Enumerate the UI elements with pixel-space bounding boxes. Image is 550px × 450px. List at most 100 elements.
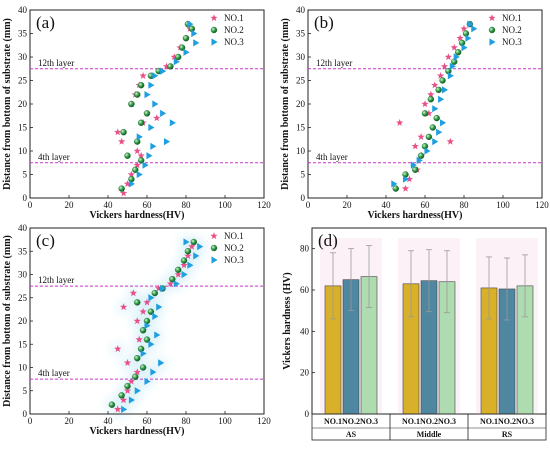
data-point-no1 <box>425 109 433 117</box>
data-point-no2 <box>429 124 436 131</box>
layer-label-4th: 4th layer <box>38 152 70 162</box>
data-point-no2 <box>128 100 135 108</box>
data-point-no3 <box>150 368 157 376</box>
data-point-no2 <box>174 266 182 274</box>
data-point-no1 <box>123 386 132 394</box>
data-point-no3 <box>140 349 147 358</box>
y-tick-label: 5 <box>23 386 28 396</box>
x-tick-label: 20 <box>65 200 75 210</box>
data-point-no3 <box>148 123 155 132</box>
category-label: NO.3 <box>516 417 534 426</box>
panel-tag: (d) <box>318 231 338 250</box>
data-point-no2 <box>137 81 145 89</box>
data-point-no1 <box>119 303 128 311</box>
y-tick-label: 20 <box>18 99 28 109</box>
data-point-no2 <box>137 119 145 127</box>
legend-label: NO.3 <box>224 255 244 265</box>
category-table <box>311 413 547 441</box>
y-tick-label: 60 <box>300 285 310 295</box>
group-label: AS <box>346 430 357 439</box>
x-tick-label: 80 <box>182 200 192 210</box>
data-point-no1 <box>460 25 468 32</box>
category-label: NO.2 <box>420 417 438 426</box>
data-point-no3 <box>144 91 151 99</box>
x-tick-label: 120 <box>257 200 271 210</box>
legend-marker <box>211 256 218 264</box>
data-point-no1 <box>440 62 449 70</box>
data-point-no1 <box>174 270 182 278</box>
data-point-no3 <box>158 359 165 367</box>
category-label: NO.2 <box>498 417 516 426</box>
x-tick-label: 120 <box>257 416 271 426</box>
data-point-no1 <box>155 284 163 292</box>
panel-tag: (c) <box>36 231 55 250</box>
data-point-no1 <box>184 252 192 259</box>
x-tick-label: 80 <box>182 416 192 426</box>
data-point-no2 <box>124 152 131 159</box>
data-point-no1 <box>421 100 429 108</box>
y-tick-label: 80 <box>300 244 310 254</box>
data-point-no3 <box>461 44 468 52</box>
data-point-no1 <box>411 142 419 150</box>
data-point-no3 <box>160 67 167 75</box>
data-point-no3 <box>134 387 141 395</box>
y-tick-label: 0 <box>305 409 310 419</box>
data-point-no1 <box>139 72 147 79</box>
x-tick-label: 0 <box>28 200 33 210</box>
data-point-no2 <box>139 364 147 371</box>
data-point-no1 <box>118 137 126 145</box>
data-point-no1 <box>119 396 128 404</box>
data-point-no3 <box>471 25 478 33</box>
data-point-no3 <box>449 62 456 70</box>
group-label: Middle <box>417 430 442 439</box>
y-tick-label: 0 <box>301 193 306 203</box>
panel-tag: (b) <box>314 13 334 32</box>
data-point-no2 <box>439 77 446 84</box>
data-point-no3 <box>144 322 151 330</box>
x-axis-label: Vickers hardness(HV) <box>368 210 463 221</box>
data-point-no1 <box>143 298 151 306</box>
data-point-no1 <box>427 90 435 98</box>
data-point-no3 <box>432 138 439 146</box>
x-tick-label: 100 <box>218 416 232 426</box>
data-point-no3 <box>402 175 410 183</box>
y-tick-label: 10 <box>18 363 28 373</box>
data-point-no3 <box>154 331 161 339</box>
category-label: NO.1 <box>480 417 498 426</box>
legend-marker <box>488 14 496 22</box>
data-point-no3 <box>467 20 474 28</box>
y-axis-label: Distance from bottom of substrate (mm) <box>2 235 13 407</box>
data-point-no1 <box>188 242 196 250</box>
legend-label: NO.1 <box>224 231 244 241</box>
x-tick-label: 40 <box>104 416 114 426</box>
legend-marker <box>210 26 218 34</box>
data-point-no1 <box>133 161 141 169</box>
data-point-no1 <box>436 72 445 79</box>
y-tick-label: 35 <box>18 246 28 256</box>
legend-label: NO.1 <box>502 13 522 23</box>
data-point-no3 <box>453 53 460 61</box>
y-tick-label: 40 <box>18 5 28 15</box>
data-point-no3 <box>148 294 155 302</box>
data-point-no2 <box>134 299 141 306</box>
data-point-no3 <box>436 128 443 136</box>
data-point-no1 <box>444 53 453 61</box>
layer-label-12th: 12th layer <box>38 275 74 285</box>
legend-label: NO.2 <box>224 243 244 253</box>
y-tick-label: 40 <box>296 5 306 15</box>
layer-label-4th: 4th layer <box>38 368 70 378</box>
data-point-no2 <box>425 133 433 141</box>
data-point-no3 <box>416 156 423 164</box>
legend-marker <box>210 244 218 252</box>
data-point-no3 <box>193 252 200 260</box>
y-tick-label: 15 <box>18 339 28 349</box>
data-point-no1 <box>405 175 414 183</box>
data-point-no1 <box>129 289 137 297</box>
data-point-no1 <box>135 335 143 343</box>
y-tick-label: 20 <box>18 316 28 326</box>
y-axis-label: Distance from bottom of substrate (mm) <box>2 18 13 190</box>
data-point-no1 <box>123 180 132 187</box>
data-point-no3 <box>193 39 200 47</box>
